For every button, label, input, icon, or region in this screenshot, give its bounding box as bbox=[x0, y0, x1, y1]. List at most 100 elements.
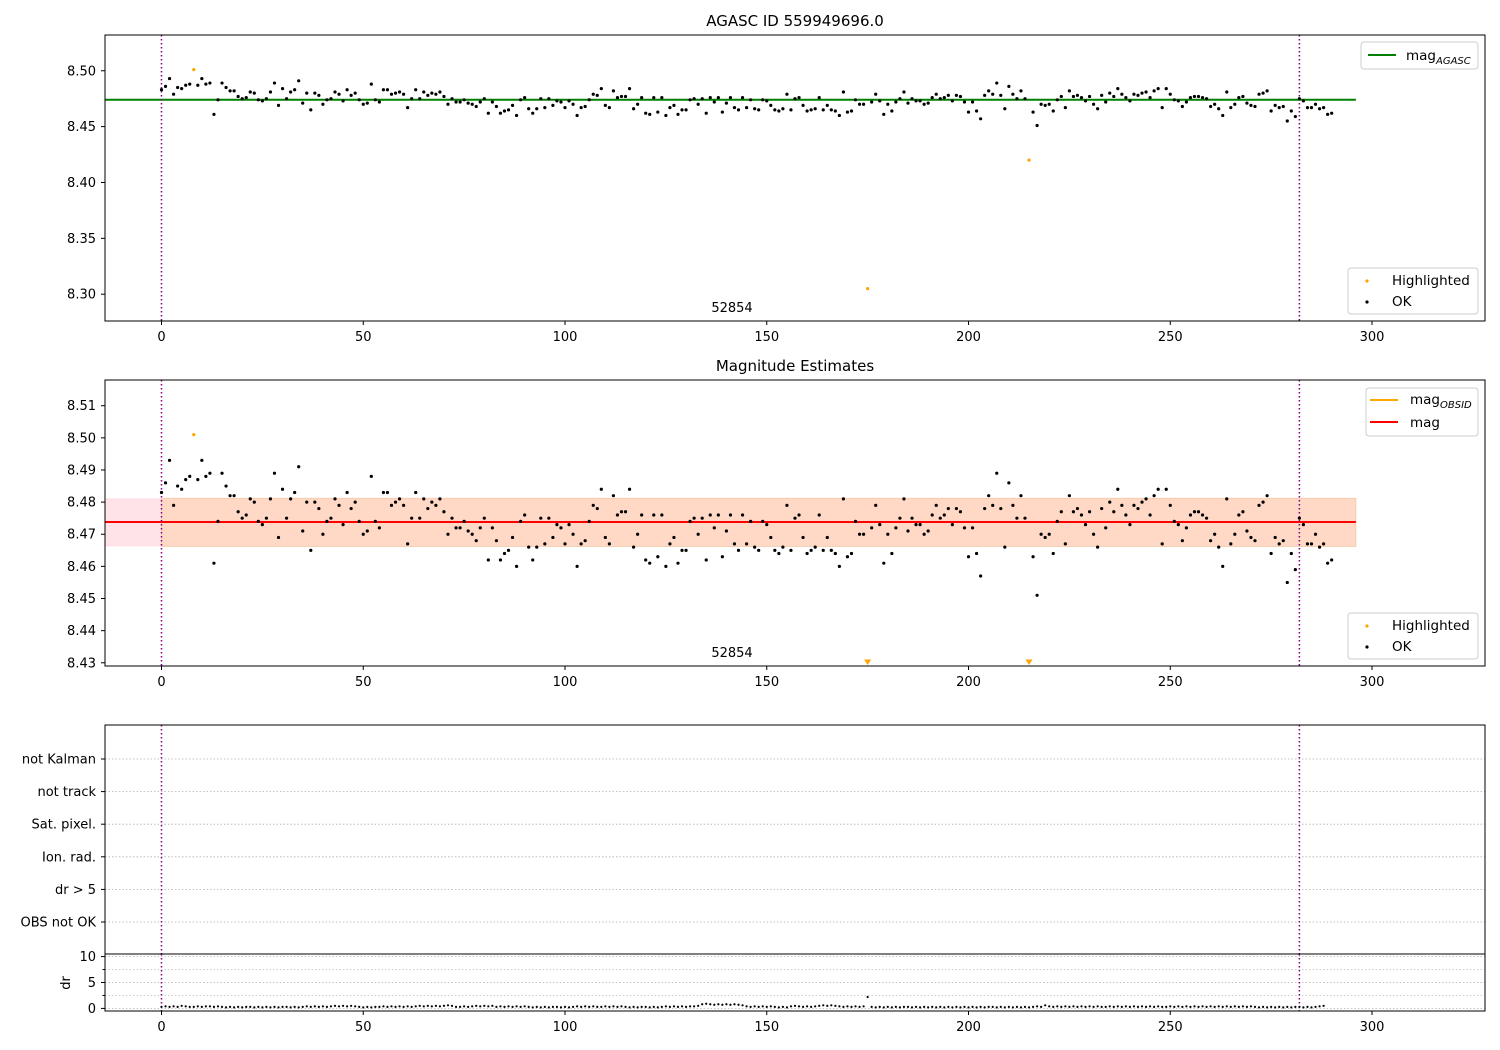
ok-point bbox=[442, 510, 446, 514]
ok-point bbox=[1160, 542, 1164, 546]
ok-point bbox=[672, 103, 676, 107]
dr-point bbox=[1274, 1006, 1277, 1009]
ok-point bbox=[377, 526, 381, 530]
ok-point bbox=[1172, 98, 1176, 102]
ok-point bbox=[276, 103, 281, 107]
ok-point bbox=[1059, 94, 1063, 99]
ok-point bbox=[523, 513, 527, 517]
ok-point bbox=[583, 104, 587, 109]
ok-point bbox=[1277, 542, 1281, 546]
ok-point bbox=[389, 92, 394, 96]
ok-point bbox=[401, 92, 406, 96]
ok-point bbox=[1100, 506, 1104, 511]
ok-point bbox=[1237, 513, 1241, 517]
ok-point bbox=[301, 529, 305, 533]
ok-point bbox=[1096, 107, 1100, 111]
ok-point bbox=[1007, 84, 1011, 88]
panel2-annotation: 52854 bbox=[711, 646, 752, 661]
ok-point bbox=[765, 523, 769, 527]
ok-point bbox=[845, 555, 850, 559]
ok-point bbox=[1128, 523, 1132, 527]
ok-point bbox=[1213, 102, 1217, 106]
x-tick-label: 150 bbox=[754, 330, 779, 345]
ok-point bbox=[268, 497, 273, 501]
ok-point bbox=[789, 548, 793, 552]
ok-point bbox=[325, 519, 329, 523]
dr-point bbox=[491, 1004, 494, 1007]
dr-point bbox=[1084, 1005, 1087, 1008]
ok-point bbox=[781, 545, 785, 549]
dr-point bbox=[999, 1005, 1002, 1008]
dr-point bbox=[1003, 1006, 1006, 1009]
dr-point bbox=[1270, 1005, 1273, 1008]
ok-point bbox=[648, 112, 652, 116]
ok-point bbox=[732, 106, 737, 110]
dr-point bbox=[866, 995, 869, 999]
ok-point bbox=[950, 99, 954, 103]
ok-point bbox=[418, 97, 422, 101]
dr-point bbox=[1181, 1005, 1184, 1008]
ok-point bbox=[506, 548, 511, 552]
ok-point bbox=[1265, 89, 1269, 93]
ok-point bbox=[930, 95, 934, 100]
ok-point bbox=[668, 542, 672, 546]
ok-point bbox=[696, 532, 700, 536]
ok-point bbox=[1071, 510, 1076, 514]
dr-point bbox=[1088, 1005, 1091, 1008]
ok-point bbox=[878, 523, 882, 527]
dr-point bbox=[511, 1005, 514, 1008]
ok-point bbox=[474, 539, 478, 543]
ok-point bbox=[1176, 99, 1180, 103]
dr-point bbox=[204, 1005, 207, 1008]
ok-point bbox=[676, 112, 680, 116]
y-tick-label: 8.45 bbox=[67, 592, 96, 607]
ok-point bbox=[882, 561, 886, 565]
ok-point bbox=[716, 513, 720, 517]
dr-point bbox=[1116, 1005, 1119, 1008]
legend-ok-swatch bbox=[1365, 645, 1369, 649]
ok-point bbox=[212, 112, 216, 116]
flag-category-label: OBS not OK bbox=[21, 916, 97, 931]
ok-point bbox=[1019, 89, 1023, 93]
ok-point bbox=[535, 107, 539, 111]
ok-point bbox=[385, 490, 390, 495]
dr-point bbox=[1278, 1005, 1281, 1008]
ok-point bbox=[567, 523, 571, 527]
ok-point bbox=[954, 506, 959, 511]
ok-point bbox=[519, 98, 523, 102]
ok-point bbox=[640, 95, 644, 100]
dr-point bbox=[1221, 1005, 1224, 1008]
ok-point bbox=[857, 102, 862, 106]
ok-point bbox=[309, 548, 313, 552]
ok-point bbox=[349, 93, 353, 97]
dr-point bbox=[878, 1005, 881, 1008]
ok-point bbox=[1269, 551, 1273, 556]
ok-point bbox=[987, 494, 991, 498]
ok-point bbox=[502, 551, 507, 556]
ok-point bbox=[1140, 91, 1144, 95]
ok-point bbox=[482, 516, 486, 520]
dr-point bbox=[467, 1005, 470, 1008]
ok-point bbox=[1326, 561, 1330, 565]
panel1-legend-bottom: Highlighted OK bbox=[1347, 267, 1479, 315]
ok-point bbox=[849, 109, 854, 113]
ok-point bbox=[1051, 551, 1055, 556]
ok-point bbox=[1313, 102, 1318, 106]
x-tick-label: 100 bbox=[553, 330, 578, 345]
dr-point bbox=[277, 1006, 280, 1009]
y-tick-label: 8.40 bbox=[67, 176, 96, 191]
ok-point bbox=[652, 513, 656, 517]
ok-point bbox=[284, 97, 289, 101]
dr-point bbox=[329, 1005, 333, 1008]
dr-point bbox=[394, 1005, 397, 1008]
ok-point bbox=[494, 104, 499, 109]
dr-point bbox=[801, 1005, 805, 1008]
y-tick-label: 8.50 bbox=[67, 431, 96, 446]
ok-point bbox=[264, 516, 269, 520]
ok-point bbox=[478, 100, 482, 104]
ok-point bbox=[874, 503, 878, 507]
x-tick-label: 0 bbox=[157, 675, 165, 690]
dr-point bbox=[688, 1005, 692, 1008]
ok-point bbox=[353, 91, 357, 95]
